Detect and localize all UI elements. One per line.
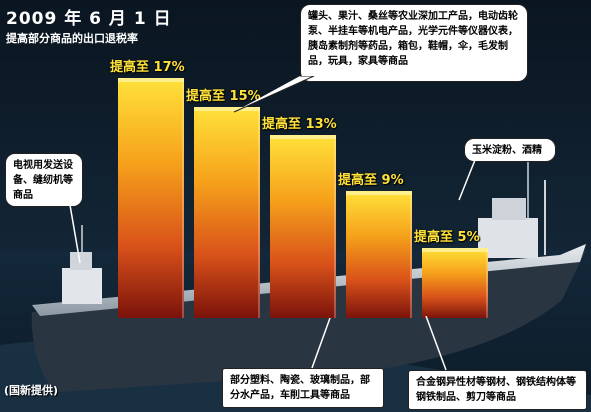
bar-highlight: [422, 247, 488, 252]
image-credit: (国新提供): [4, 384, 59, 397]
bar-5: [422, 247, 488, 318]
callout-leader-bottom-right: [425, 316, 447, 371]
bar-3: [270, 134, 336, 318]
callout-leader-17: [233, 76, 315, 113]
callout-17-percent-goods: 罐头、果汁、桑丝等农业深加工产品，电动齿轮泵、半挂车等机电产品，光学元件等仪器仪…: [300, 4, 528, 82]
callout-leader-left: [69, 205, 81, 264]
callout-5-percent-goods: 玉米淀粉、酒精: [464, 138, 556, 162]
bar-label-1: 提高至 17%: [110, 60, 185, 76]
bar-label-3: 提高至 13%: [262, 116, 337, 132]
callout-bottom-center-goods: 部分塑料、陶瓷、玻璃制品，部分水产品，车削工具等商品: [222, 368, 384, 408]
callout-leader-bottom-center: [311, 318, 331, 369]
bar-4: [346, 191, 412, 318]
bar-highlight: [118, 78, 184, 83]
callout-leader-5: [458, 160, 476, 201]
bar-label-4: 提高至 9%: [338, 173, 404, 189]
bar-2: [194, 106, 260, 318]
callout-bottom-right-goods: 合金钢异性材等钢材、钢铁结构体等钢铁制品、剪刀等商品: [408, 370, 587, 410]
bar-label-2: 提高至 15%: [186, 88, 261, 104]
bar-highlight: [346, 191, 412, 196]
bar-label-5: 提高至 5%: [414, 229, 480, 245]
bar-highlight: [194, 106, 260, 111]
bar-1: [118, 78, 184, 318]
bar-highlight: [270, 134, 336, 139]
callout-left-goods: 电视用发送设备、缝纫机等商品: [5, 153, 83, 207]
chart-date-title: 2009 年 6 月 1 日: [6, 9, 172, 29]
chart-subtitle: 提高部分商品的出口退税率: [6, 32, 138, 45]
